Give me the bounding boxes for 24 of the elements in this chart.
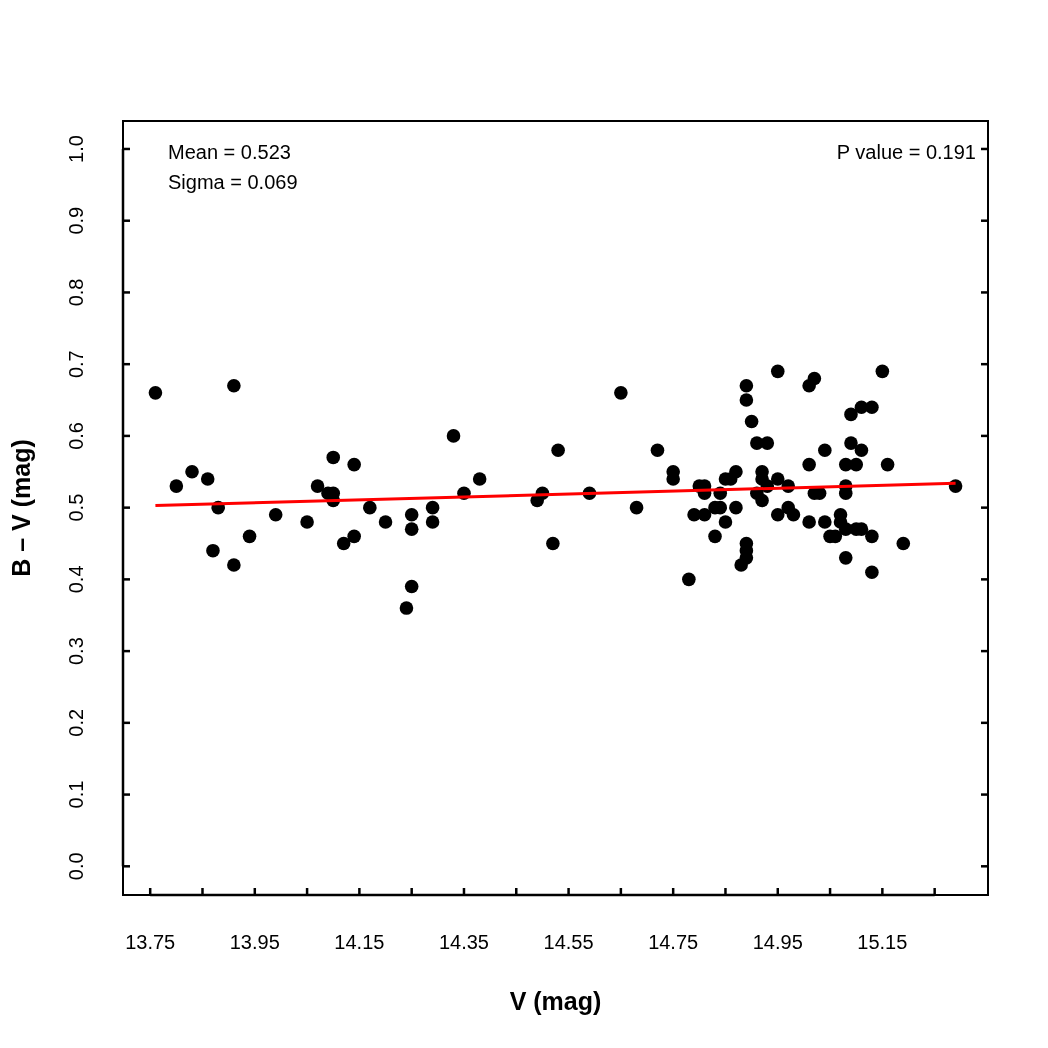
y-tick-label: 0.6 — [65, 422, 87, 450]
annotation: P value = 0.191 — [836, 141, 976, 163]
y-axis-title: B – V (mag) — [7, 439, 35, 577]
annotation: Mean = 0.523 — [168, 141, 291, 163]
x-tick-label: 14.75 — [648, 931, 699, 953]
y-tick-label: 0.8 — [65, 278, 87, 307]
x-tick-label: 14.55 — [543, 931, 594, 953]
y-tick-label: 1.0 — [65, 135, 87, 163]
y-tick-label: 0.2 — [65, 708, 87, 737]
y-tick-label: 0.3 — [65, 637, 87, 666]
x-axis-title: V (mag) — [509, 987, 602, 1015]
y-tick-label: 0.5 — [65, 493, 87, 522]
annotation: Sigma = 0.069 — [168, 171, 298, 193]
y-tick-label: 0.0 — [65, 852, 87, 881]
x-tick-label: 14.95 — [752, 931, 803, 953]
y-tick-label: 0.9 — [65, 206, 87, 235]
x-tick-label: 15.15 — [857, 931, 908, 953]
x-tick-label: 13.75 — [125, 931, 176, 953]
x-tick-label: 13.95 — [229, 931, 280, 953]
y-tick-label: 0.1 — [65, 780, 87, 809]
x-tick-label: 14.15 — [334, 931, 385, 953]
y-tick-label: 0.7 — [65, 350, 87, 379]
x-tick-label: 14.35 — [438, 931, 490, 953]
y-tick-label: 0.4 — [65, 565, 87, 594]
